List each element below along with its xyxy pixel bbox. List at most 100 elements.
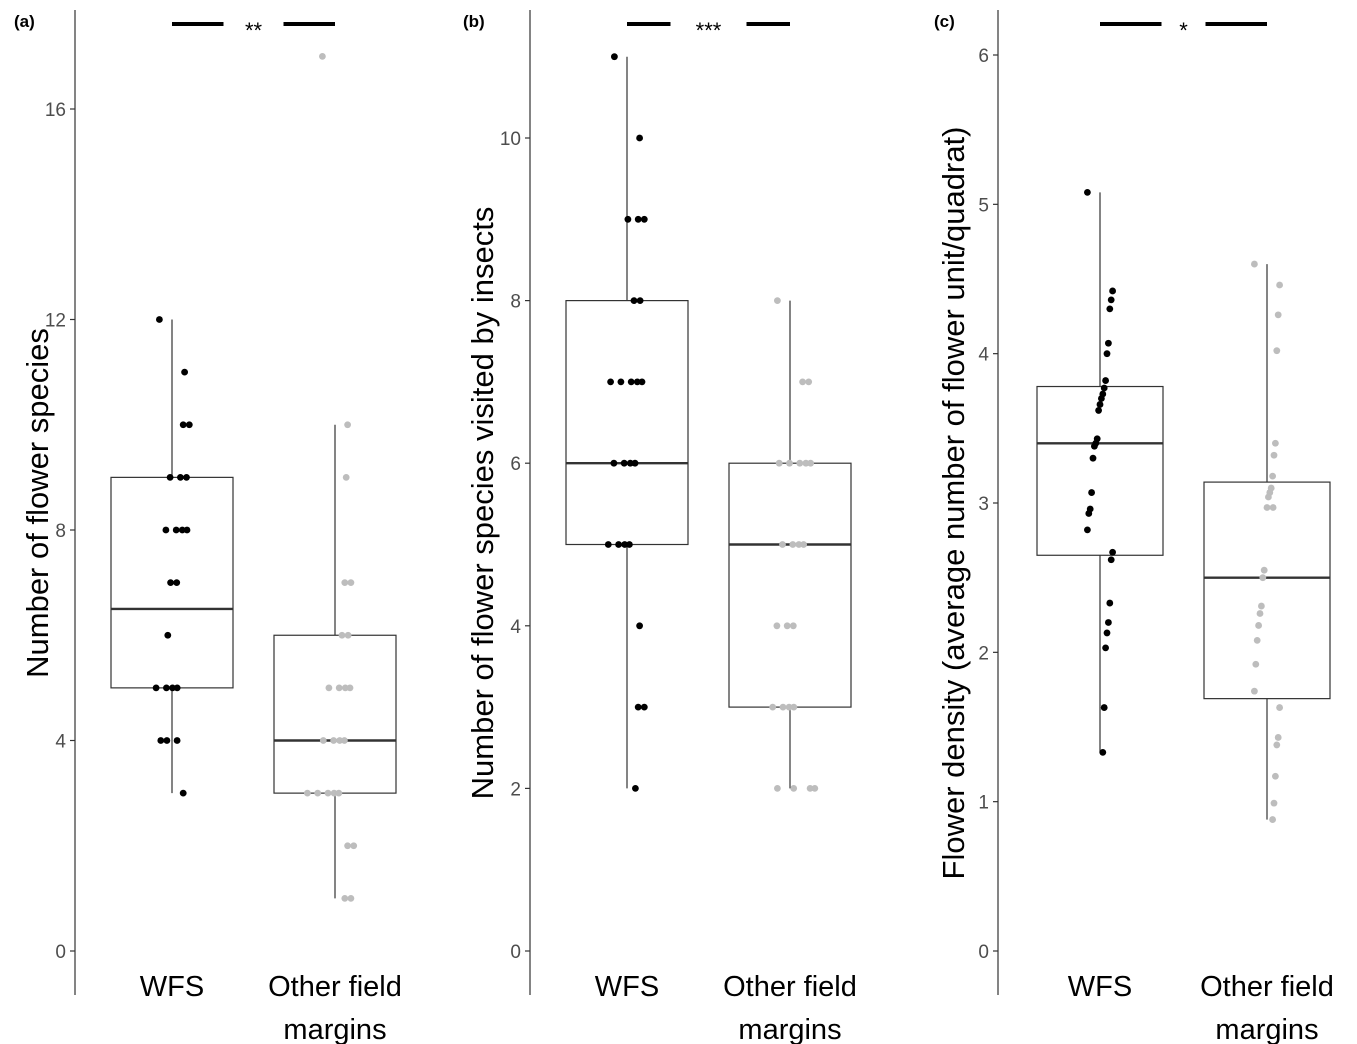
data-point	[790, 785, 797, 792]
data-point	[776, 460, 783, 467]
data-point	[1109, 549, 1116, 556]
y-tick-label: 0	[978, 942, 989, 963]
data-point	[345, 632, 352, 639]
data-point	[1106, 600, 1113, 607]
data-point	[180, 790, 187, 797]
y-tick-label: 4	[55, 732, 66, 753]
data-point	[344, 842, 351, 849]
data-point	[180, 421, 187, 428]
data-point	[330, 737, 337, 744]
x-category-label: WFS	[595, 971, 659, 1003]
data-point	[1273, 742, 1280, 749]
data-point	[774, 622, 781, 629]
data-point	[1104, 630, 1111, 637]
data-point	[636, 135, 643, 142]
data-point	[1098, 395, 1105, 402]
data-point	[181, 369, 188, 376]
data-point	[1261, 567, 1268, 574]
y-tick-label: 4	[978, 345, 989, 366]
data-point	[615, 541, 622, 548]
data-point	[1095, 407, 1102, 414]
y-tick-label: 0	[55, 942, 66, 963]
data-point	[635, 704, 642, 711]
data-point	[625, 216, 632, 223]
data-point	[1272, 440, 1279, 447]
data-point	[637, 297, 644, 304]
data-point	[618, 379, 625, 386]
data-point	[1104, 350, 1111, 357]
panel-b-label: (b)	[463, 12, 485, 31]
y-tick-label: 2	[510, 779, 521, 800]
data-point	[780, 704, 787, 711]
data-point	[174, 684, 181, 691]
panel-b: (b) Number of flower species visited by …	[463, 10, 857, 1044]
data-point	[811, 785, 818, 792]
data-point	[183, 474, 190, 481]
data-point	[611, 460, 618, 467]
data-point	[173, 527, 180, 534]
data-point	[1105, 619, 1112, 626]
data-point	[325, 790, 332, 797]
data-point	[1105, 340, 1112, 347]
data-point	[790, 704, 797, 711]
y-tick-label: 4	[510, 617, 521, 638]
data-point	[635, 216, 642, 223]
data-point	[1091, 443, 1098, 450]
x-category-label: margins	[1215, 1014, 1318, 1044]
data-point	[1102, 377, 1109, 384]
data-point	[1271, 452, 1278, 459]
data-point	[320, 737, 327, 744]
data-point	[1259, 574, 1266, 581]
data-point	[1102, 644, 1109, 651]
y-tick-label: 3	[978, 494, 989, 515]
data-point	[639, 379, 646, 386]
data-point	[156, 316, 163, 323]
data-point	[607, 379, 614, 386]
panel-a-y-axis-title: Number of flower species	[20, 328, 55, 678]
data-point	[611, 53, 618, 60]
data-point	[1084, 189, 1091, 196]
data-point	[1251, 261, 1258, 268]
y-tick-label: 1	[978, 793, 989, 814]
data-point	[800, 541, 807, 548]
data-point	[1270, 504, 1277, 511]
data-point	[1090, 455, 1097, 462]
significance-label: *	[1179, 18, 1188, 43]
data-point	[1275, 311, 1282, 318]
data-point	[339, 632, 346, 639]
data-point	[341, 895, 348, 902]
data-point	[1101, 385, 1108, 392]
data-point	[605, 541, 612, 548]
data-point	[1264, 504, 1271, 511]
data-point	[1084, 526, 1091, 533]
y-tick-label: 10	[500, 129, 521, 150]
data-point	[1271, 800, 1278, 807]
x-category-label: Other field	[268, 971, 402, 1003]
box-iqr	[1204, 482, 1330, 699]
data-point	[1101, 704, 1108, 711]
data-point	[1097, 401, 1104, 408]
data-point	[350, 842, 357, 849]
data-point	[1257, 610, 1264, 617]
data-point	[167, 579, 174, 586]
data-point	[621, 460, 628, 467]
data-point	[348, 895, 355, 902]
box-iqr	[729, 463, 851, 707]
data-point	[1108, 556, 1115, 563]
x-category-label: margins	[738, 1014, 841, 1044]
data-point	[779, 541, 786, 548]
y-tick-label: 0	[510, 942, 521, 963]
panel-c: (c) Flower density (average number of fl…	[934, 10, 1334, 1044]
data-point	[1109, 288, 1116, 295]
data-point	[1255, 622, 1262, 629]
data-point	[347, 684, 354, 691]
data-point	[632, 460, 639, 467]
data-point	[164, 632, 171, 639]
data-point	[341, 737, 348, 744]
y-tick-label: 8	[55, 521, 66, 542]
y-tick-label: 12	[45, 311, 66, 332]
data-point	[335, 790, 342, 797]
data-point	[796, 460, 803, 467]
data-point	[167, 474, 174, 481]
